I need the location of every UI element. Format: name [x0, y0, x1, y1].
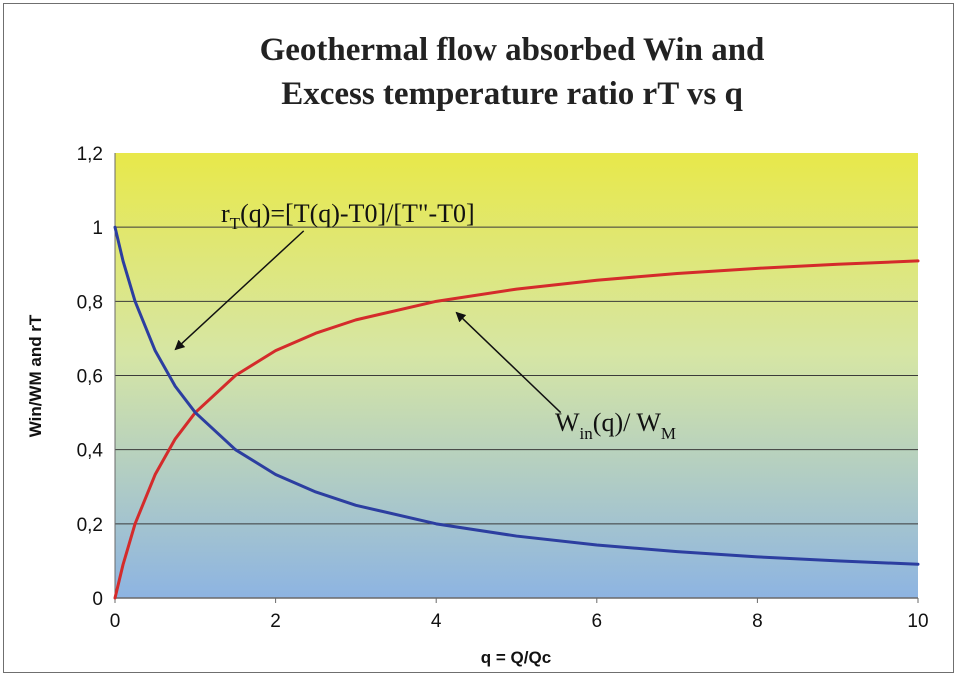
x-tick-label: 6 [592, 611, 603, 632]
series-lines [113, 225, 920, 600]
y-axis-label: Win/WM and rT [26, 314, 45, 437]
x-tick-label: 2 [270, 611, 281, 632]
y-tick-label: 0,6 [77, 367, 103, 388]
annotation-arrow-rt [174, 230, 305, 351]
x-tick-label: 8 [752, 611, 763, 632]
y-tick-label: 0,4 [77, 441, 104, 462]
y-tick-labels: 0 0,2 0,4 0,6 0,8 1 1,2 [77, 144, 104, 610]
annotation-arrow-win [455, 311, 562, 414]
x-tick-label: 10 [907, 611, 928, 632]
gridlines [115, 226, 918, 525]
annotation-label-win: Win(q)/ WM [555, 408, 676, 443]
x-tick-labels: 0 2 4 6 8 10 [110, 611, 929, 632]
x-tick-label: 0 [110, 611, 121, 632]
chart-title-line-2: Excess temperature ratio rT vs q [281, 76, 743, 112]
y-tick-label: 0 [92, 589, 103, 610]
y-tick-label: 0,2 [77, 515, 103, 536]
y-tick-label: 0,8 [77, 292, 103, 313]
series-line-1 [113, 259, 920, 600]
annotation-label-rt: rT(q)=[T(q)-T0]/[T"-T0] [221, 199, 475, 233]
x-tick-label: 4 [431, 611, 442, 632]
series-line-2 [113, 225, 920, 566]
x-axis-label: q = Q/Qc [481, 648, 551, 667]
y-tick-label: 1 [92, 218, 103, 239]
annotations: rT(q)=[T(q)-T0]/[T"-T0] Win(q)/ WM [174, 199, 676, 443]
y-tick-label: 1,2 [77, 144, 103, 165]
chart-title-line-1: Geothermal flow absorbed Win and [260, 32, 765, 68]
